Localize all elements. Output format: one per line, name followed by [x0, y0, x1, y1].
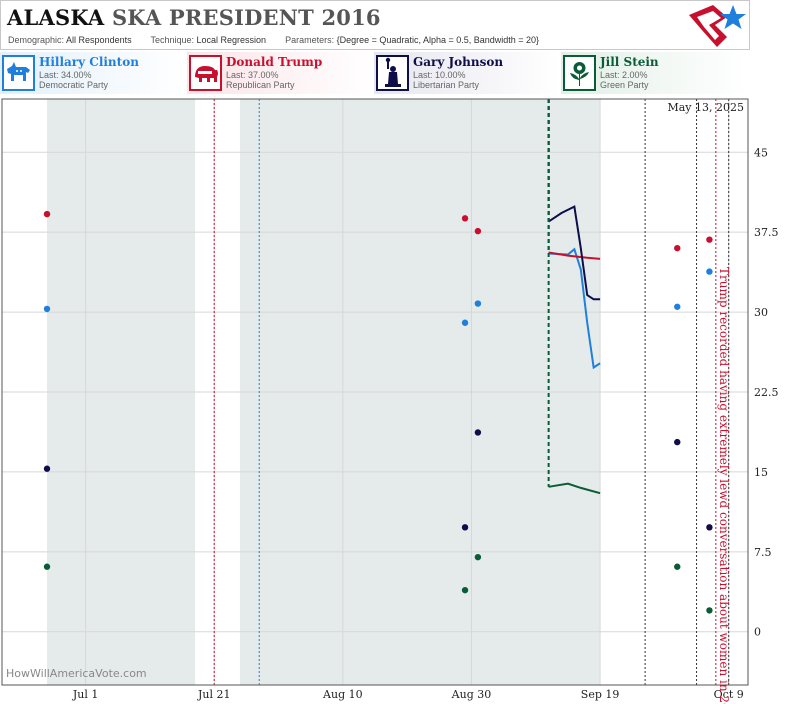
- x-tick-label: Jul 21: [197, 688, 231, 701]
- poll-chart: 0 7.5 15 22.5 30 37.5 45 Jul 1 Jul 21 Aug 10 Aug 3…: [1, 98, 779, 704]
- y-tick-label: 22.5: [754, 386, 779, 399]
- data-point: [706, 524, 713, 531]
- candidate-trump: Donald Trump Last: 37.00% Republican Par…: [187, 52, 373, 94]
- data-point: [474, 227, 482, 235]
- x-tick-label: Oct 9: [714, 688, 744, 701]
- data-point: [43, 305, 51, 313]
- trend-line: [548, 251, 601, 260]
- data-point: [461, 319, 469, 326]
- page-title: ALASKA SKA PRESIDENT 2016: [7, 5, 381, 30]
- donkey-icon: [2, 55, 35, 91]
- candidate-clinton: Hillary Clinton Last: 34.00% Democratic …: [0, 52, 186, 94]
- chart-parameters: Demographic: All Respondents Technique: …: [8, 35, 539, 45]
- candidate-party: Republican Party: [226, 80, 295, 90]
- y-tick-label: 7.5: [754, 546, 772, 559]
- demographic-value: All Respondents: [66, 35, 132, 45]
- green-flower-icon: [563, 55, 596, 91]
- x-tick-label: Aug 10: [322, 688, 363, 701]
- trend-line: [548, 247, 601, 370]
- data-point: [674, 303, 681, 310]
- candidate-last: Last: 37.00%: [226, 70, 279, 80]
- x-tick-label: Aug 30: [451, 688, 492, 701]
- title-state: ALASKA: [7, 5, 105, 30]
- parameters-value: {Degree = Quadratic, Alpha = 0.5, Bandwi…: [336, 35, 540, 45]
- data-point: [706, 268, 713, 275]
- y-tick-label: 15: [754, 466, 768, 479]
- y-tick-label: 37.5: [754, 226, 779, 239]
- data-point: [474, 429, 482, 436]
- candidate-name: Donald Trump: [226, 55, 323, 69]
- candidate-johnson: Gary Johnson Last: 10.00% Libertarian Pa…: [374, 52, 560, 94]
- elephant-icon: [189, 55, 222, 91]
- statue-of-liberty-icon: [376, 55, 409, 91]
- chart-header: ALASKA SKA PRESIDENT 2016 Demographic: A…: [0, 0, 750, 50]
- date-stamp: May 13, 2025: [667, 101, 744, 114]
- watermark: HowWillAmericaVote.com: [6, 667, 147, 680]
- plot-frame: [1, 98, 749, 686]
- technique-label: Technique:: [150, 35, 194, 45]
- event-annotation: Trump recorded having extremely lewd con…: [717, 267, 731, 704]
- candidate-last: Last: 2.00%: [600, 70, 648, 80]
- data-point: [674, 438, 681, 446]
- trend-line: [548, 482, 601, 495]
- x-tick-label: Jul 1: [72, 688, 99, 701]
- flag-star-logo-icon: [687, 3, 747, 49]
- candidate-legend: Hillary Clinton Last: 34.00% Democratic …: [0, 52, 750, 94]
- technique-value: Local Regression: [196, 35, 267, 45]
- candidate-name: Gary Johnson: [413, 55, 504, 69]
- data-point: [674, 244, 681, 252]
- demographic-label: Demographic:: [8, 35, 65, 45]
- candidate-name: Jill Stein: [600, 55, 659, 69]
- x-tick-label: Sep 19: [581, 688, 620, 701]
- candidate-party: Democratic Party: [39, 80, 109, 90]
- y-tick-label: 0: [754, 626, 761, 639]
- data-point: [43, 465, 51, 472]
- candidate-last: Last: 34.00%: [39, 70, 92, 80]
- data-point: [706, 607, 713, 614]
- candidate-last: Last: 10.00%: [413, 70, 466, 80]
- y-tick-label: 45: [754, 146, 768, 159]
- y-tick-label: 30: [754, 306, 768, 319]
- candidate-party: Green Party: [600, 80, 649, 90]
- data-point: [43, 563, 51, 570]
- data-point: [461, 586, 469, 594]
- data-point: [474, 300, 482, 307]
- candidate-name: Hillary Clinton: [39, 55, 139, 69]
- data-point: [706, 236, 713, 243]
- data-point: [461, 215, 469, 222]
- trend-line: [548, 205, 601, 301]
- data-point: [461, 524, 469, 531]
- parameters-label: Parameters:: [285, 35, 335, 45]
- data-point: [43, 210, 51, 218]
- candidate-stein: Jill Stein Last: 2.00% Green Party: [561, 52, 747, 94]
- title-rest: SKA PRESIDENT 2016: [111, 5, 381, 30]
- candidate-party: Libertarian Party: [413, 80, 480, 90]
- data-point: [474, 553, 482, 561]
- data-point: [674, 563, 681, 570]
